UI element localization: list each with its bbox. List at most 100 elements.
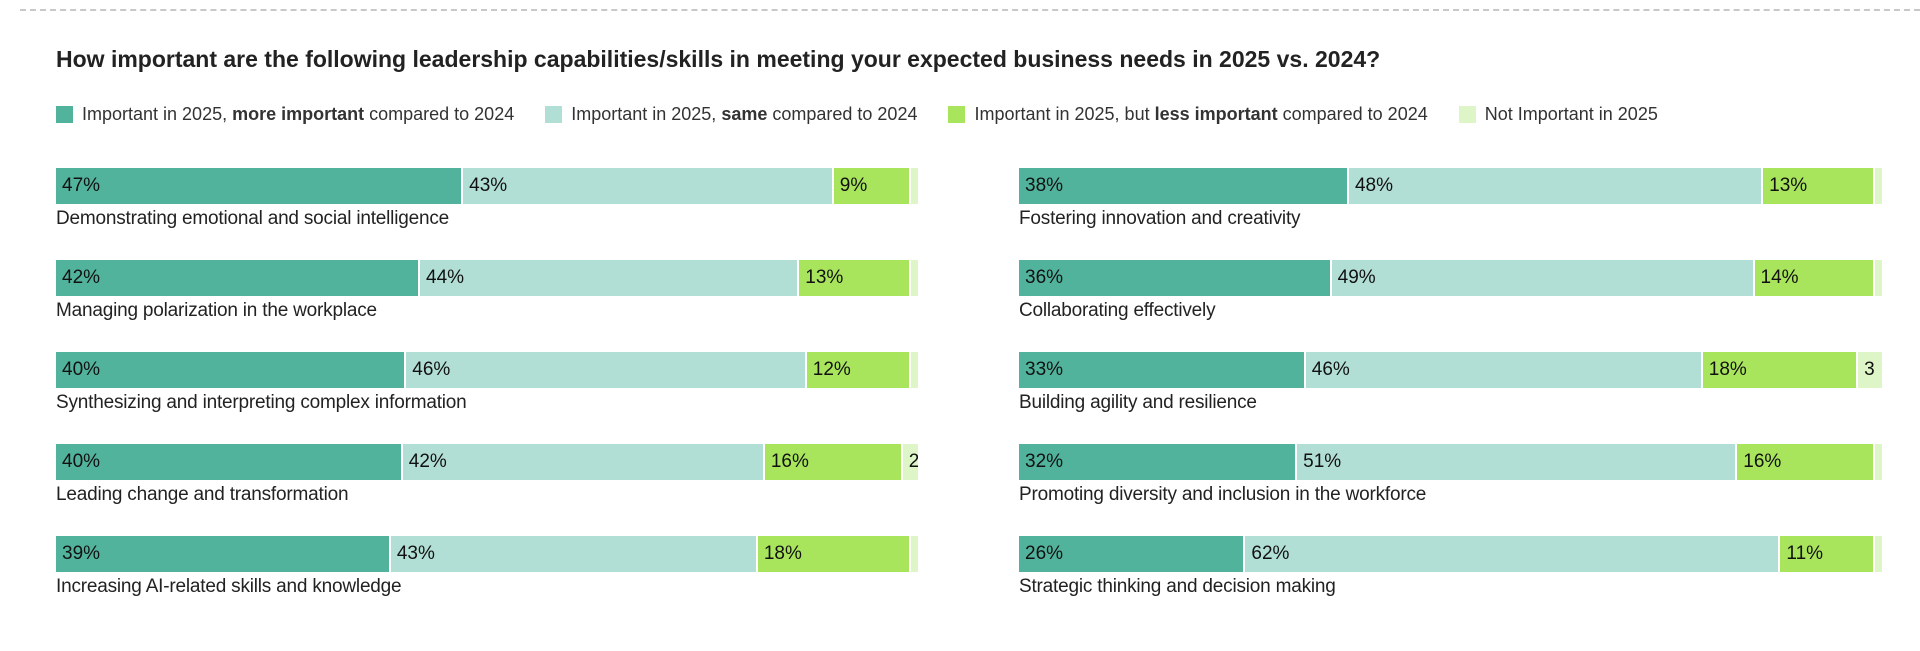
legend-swatch-same	[545, 106, 563, 123]
category-label: Increasing AI-related skills and knowled…	[56, 576, 402, 597]
bar-segment-less: 14%	[1752, 260, 1874, 296]
data-label: 1	[917, 175, 918, 196]
legend-swatch-less	[948, 106, 966, 123]
bar-segment-not: 1	[909, 352, 918, 388]
stacked-bar: 47% 43% 9% 1	[56, 168, 918, 204]
category-label: Building agility and resilience	[1019, 392, 1257, 413]
data-label: 13%	[1769, 175, 1808, 196]
legend-label-bold: more important	[232, 104, 365, 124]
legend-item-less: Important in 2025, but less important co…	[948, 104, 1428, 125]
legend-label-text: compared to 2024	[364, 104, 515, 124]
bar-segment-more: 39%	[56, 536, 389, 572]
bar-segment-not: 1	[909, 536, 918, 572]
stacked-bar: 36% 49% 14% 1	[1019, 260, 1882, 296]
data-label: 46%	[1311, 359, 1350, 380]
data-label: 1	[917, 543, 918, 564]
data-label: 44%	[426, 267, 465, 288]
data-label: 3	[1864, 359, 1875, 380]
legend-label-text: Not Important in 2025	[1484, 104, 1658, 124]
bar-segment-more: 40%	[56, 444, 401, 480]
bar-row: 47% 43% 9% 1 Demonstrating emotional and soc…	[56, 168, 918, 248]
bar-row: 38% 48% 13% 1 Fostering innovation and creat…	[1019, 168, 1882, 248]
data-label: 2	[909, 451, 918, 472]
legend-label-text: Important in 2025,	[82, 104, 233, 124]
stacked-bar: 39% 43% 18% 1	[56, 536, 918, 572]
bar-segment-not: 1	[1873, 536, 1882, 572]
data-label: 1	[1881, 451, 1882, 472]
data-label: 39%	[62, 543, 101, 564]
data-label: 18%	[763, 543, 802, 564]
bar-segment-not: 1	[1873, 260, 1882, 296]
legend-label-same: Important in 2025, same compared to 2024	[571, 104, 917, 125]
data-label: 1	[917, 359, 918, 380]
legend-label-bold: same	[721, 104, 768, 124]
category-label: Demonstrating emotional and social intel…	[56, 208, 449, 229]
legend-label-not: Not Important in 2025	[1485, 104, 1658, 125]
data-label: 62%	[1251, 543, 1290, 564]
data-label: 1	[1881, 543, 1882, 564]
data-label: 1	[1881, 175, 1882, 196]
chart-title: How important are the following leadersh…	[56, 46, 1381, 72]
category-label: Synthesizing and interpreting complex in…	[56, 392, 467, 413]
data-label: 1	[917, 267, 918, 288]
legend-swatch-not	[1458, 106, 1476, 123]
bar-segment-same: 43%	[388, 536, 756, 572]
data-label: 33%	[1025, 359, 1064, 380]
bar-segment-same: 48%	[1346, 168, 1762, 204]
data-label: 47%	[62, 175, 101, 196]
data-label: 12%	[812, 359, 851, 380]
bar-row: 40% 46% 12% 1 Synthesizing and interpreting …	[56, 352, 918, 432]
bar-segment-same: 46%	[404, 352, 805, 388]
data-label: 18%	[1708, 359, 1747, 380]
bar-segment-more: 38%	[1019, 168, 1347, 204]
data-label: 46%	[412, 359, 451, 380]
bar-row: 40% 42% 16% 2 Leading change and transformat…	[56, 444, 918, 524]
data-label: 11%	[1786, 543, 1824, 564]
top-dashed-divider	[20, 9, 1920, 11]
bar-segment-not: 1	[909, 260, 918, 296]
bar-row: 26% 62% 11% 1 Strategic thinking and decisio…	[1019, 536, 1882, 616]
legend-swatch-more	[56, 106, 73, 123]
stacked-bar: 38% 48% 13% 1	[1019, 168, 1882, 204]
legend: Important in 2025, more important compar…	[56, 104, 1689, 125]
bar-segment-less: 16%	[1735, 444, 1874, 480]
data-label: 26%	[1025, 543, 1064, 564]
bar-row: 39% 43% 18% 1 Increasing AI-related skills a…	[56, 536, 918, 616]
bar-segment-not: 2	[900, 444, 918, 480]
category-label: Managing polarization in the workplace	[56, 300, 377, 321]
bar-row: 33% 46% 18% 3 Building agility and resilienc…	[1019, 352, 1882, 432]
legend-item-same: Important in 2025, same compared to 2024	[545, 104, 917, 125]
bar-segment-less: 12%	[804, 352, 910, 388]
bar-segment-not: 1	[909, 168, 918, 204]
stacked-bar: 42% 44% 13% 1	[56, 260, 918, 296]
data-label: 49%	[1337, 267, 1376, 288]
data-label: 36%	[1025, 267, 1064, 288]
data-label: 48%	[1354, 175, 1393, 196]
bar-segment-less: 13%	[1761, 168, 1874, 204]
category-label: Promoting diversity and inclusion in the…	[1019, 484, 1427, 505]
data-label: 51%	[1303, 451, 1342, 472]
legend-label-text: Important in 2025,	[571, 104, 722, 124]
bar-segment-not: 1	[1873, 168, 1882, 204]
data-label: 43%	[469, 175, 508, 196]
category-label: Strategic thinking and decision making	[1019, 576, 1336, 597]
bar-segment-more: 36%	[1019, 260, 1330, 296]
data-label: 13%	[805, 267, 844, 288]
data-label: 1	[1881, 267, 1882, 288]
bar-segment-same: 51%	[1295, 444, 1736, 480]
data-label: 42%	[62, 267, 101, 288]
legend-label-more: Important in 2025, more important compar…	[82, 104, 514, 125]
bar-segment-less: 11%	[1778, 536, 1874, 572]
data-label: 42%	[408, 451, 447, 472]
legend-label-text: compared to 2024	[767, 104, 918, 124]
stacked-bar: 33% 46% 18% 3	[1019, 352, 1882, 388]
data-label: 14%	[1760, 267, 1799, 288]
data-label: 16%	[770, 451, 809, 472]
bar-segment-more: 33%	[1019, 352, 1304, 388]
legend-label-less: Important in 2025, but less important co…	[974, 104, 1427, 125]
data-label: 43%	[396, 543, 435, 564]
bar-segment-same: 49%	[1329, 260, 1753, 296]
bar-segment-same: 44%	[418, 260, 798, 296]
bar-row: 32% 51% 16% 1 Promoting diversity and inclus…	[1019, 444, 1882, 524]
data-label: 9%	[839, 175, 868, 196]
